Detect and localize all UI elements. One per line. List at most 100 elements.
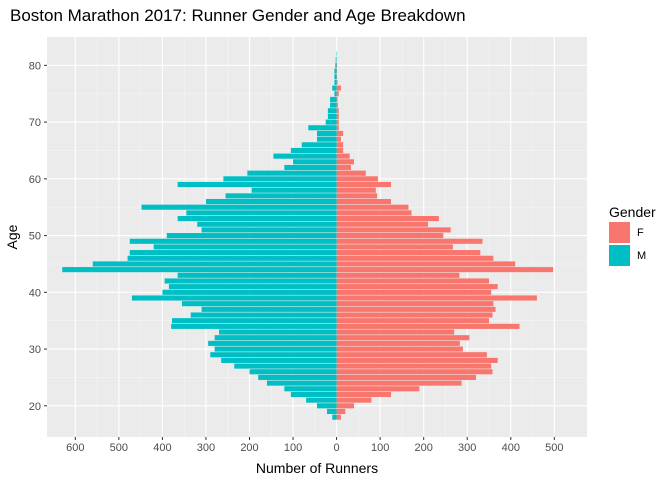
bar-f	[336, 374, 476, 380]
bar-f	[336, 318, 490, 324]
bar-f	[336, 369, 493, 375]
bar-f	[336, 216, 439, 222]
bar-m	[247, 170, 337, 176]
bar-f	[336, 91, 339, 97]
y-tick-label: 70	[29, 117, 41, 129]
x-tick-label: 500	[545, 442, 563, 454]
x-tick-label: 500	[110, 442, 128, 454]
bar-f	[336, 85, 341, 91]
bar-m	[290, 391, 337, 397]
y-tick-label: 30	[29, 344, 41, 356]
bar-m	[201, 306, 337, 312]
bar-f	[336, 397, 372, 403]
bar-f	[336, 250, 481, 256]
x-tick-label: 300	[458, 442, 476, 454]
bar-m	[129, 238, 337, 244]
bar-f	[336, 113, 339, 119]
bar-f	[336, 204, 409, 210]
bar-m	[177, 272, 337, 278]
legend-label-m: M	[637, 250, 646, 262]
bar-m	[335, 57, 337, 63]
bar-f	[336, 255, 494, 261]
bar-m	[334, 68, 337, 74]
bar-f	[336, 136, 341, 142]
bar-m	[306, 397, 337, 403]
bar-f	[336, 119, 339, 125]
x-axis-ticks: 600 500 400 300 200 100 0 100 200 300 400 500	[66, 437, 564, 454]
bar-m	[177, 181, 337, 188]
bar-f	[336, 96, 338, 102]
bar-f	[336, 340, 460, 346]
bar-f	[336, 238, 483, 244]
bar-m	[258, 374, 337, 380]
legend-swatch-m	[609, 245, 630, 266]
bar-m	[308, 125, 337, 131]
legend-swatch-f	[609, 222, 630, 243]
bar-f	[336, 289, 492, 295]
bar-m	[221, 357, 337, 363]
bar-f	[336, 323, 520, 329]
bar-f	[336, 329, 455, 335]
bar-f	[336, 176, 378, 182]
bar-m	[325, 119, 337, 125]
bar-f	[336, 352, 487, 358]
bar-f	[336, 386, 420, 392]
bar-f	[336, 147, 344, 154]
x-tick-label: 0	[334, 442, 340, 454]
bar-m	[301, 142, 337, 148]
y-axis-title: Age	[4, 224, 20, 249]
bar-f	[336, 267, 554, 273]
bar-f	[336, 164, 351, 171]
bar-m	[317, 136, 337, 142]
bar-m	[182, 301, 337, 307]
y-tick-label: 20	[29, 401, 41, 413]
bar-f	[336, 346, 463, 352]
bars	[62, 51, 554, 420]
legend: Gender F M	[609, 204, 656, 266]
x-tick-label: 400	[502, 442, 520, 454]
bar-m	[171, 323, 337, 329]
bar-m	[334, 91, 337, 97]
bar-f	[336, 125, 339, 131]
y-axis-ticks: 20 30 40 50 60 70 80	[29, 60, 47, 413]
y-tick-label: 40	[29, 287, 41, 299]
bar-m	[284, 386, 337, 392]
bar-m	[186, 210, 337, 216]
y-tick-label: 50	[29, 231, 41, 243]
bar-m	[290, 147, 337, 154]
bar-m	[284, 164, 337, 171]
bar-m	[332, 85, 337, 91]
bar-m	[214, 335, 337, 341]
bar-m	[171, 318, 337, 324]
bar-m	[293, 159, 337, 165]
bar-f	[336, 408, 346, 415]
bar-f	[336, 403, 355, 409]
bar-m	[219, 329, 337, 335]
bar-m	[208, 340, 337, 346]
x-tick-label: 600	[66, 442, 84, 454]
x-tick-label: 100	[284, 442, 302, 454]
bar-f	[336, 198, 392, 205]
bar-m	[251, 187, 337, 193]
legend-label-f: F	[637, 227, 644, 239]
bar-m	[327, 108, 337, 114]
bar-f	[336, 153, 350, 159]
bar-f	[336, 244, 453, 250]
bar-f	[336, 272, 460, 278]
bar-f	[336, 193, 378, 199]
x-tick-label: 300	[197, 442, 215, 454]
bar-m	[166, 233, 337, 239]
bar-f	[336, 380, 462, 386]
bar-m	[164, 278, 337, 284]
bar-m	[92, 261, 337, 267]
bar-m	[334, 79, 337, 85]
bar-f	[336, 227, 451, 233]
legend-title: Gender	[609, 204, 656, 220]
bar-m	[332, 414, 337, 420]
bar-m	[223, 176, 337, 182]
bar-m	[197, 221, 337, 227]
bar-m	[330, 96, 337, 102]
bar-f	[336, 159, 355, 165]
bar-f	[336, 278, 490, 284]
